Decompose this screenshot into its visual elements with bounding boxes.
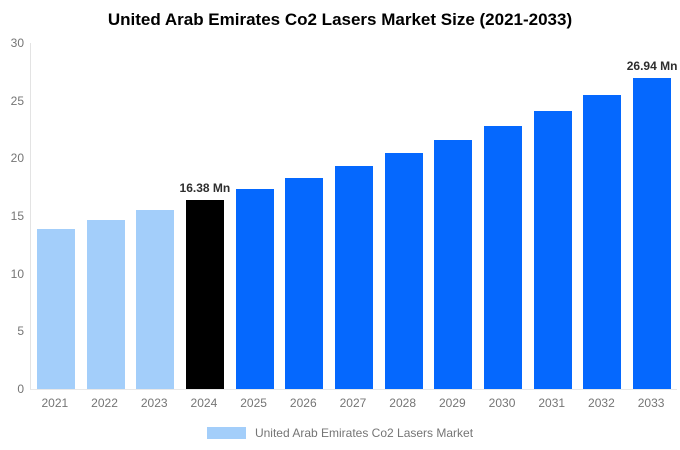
y-tick-label: 10: [10, 266, 24, 281]
bar-slot-2031: [528, 43, 578, 389]
x-tick-label-2022: 2022: [91, 396, 118, 410]
y-tick-label: 0: [17, 382, 24, 396]
bar-slot-2030: [478, 43, 528, 389]
bar-slot-2026: [279, 43, 329, 389]
y-tick-label: 30: [10, 36, 24, 50]
x-tick-label-2026: 2026: [289, 396, 317, 410]
bar-2022: [86, 219, 125, 389]
bar-slot-2029: [429, 43, 479, 389]
bar-2031: [533, 110, 572, 389]
x-tick-label-2028: 2028: [389, 396, 416, 410]
bar-slot-2021: [31, 43, 81, 389]
bars-row: 16.38 Mn 26.94 Mn: [31, 43, 677, 389]
value-label-2033: 26.94 Mn: [626, 59, 678, 74]
x-tick-label-2030: 2030: [488, 396, 516, 410]
y-tick-label: 5: [17, 324, 24, 339]
x-tick-label-2023: 2023: [140, 396, 168, 410]
bar-slot-2028: [379, 43, 429, 389]
bar-2024: [185, 200, 224, 389]
plot-area: 16.38 Mn 26.94 Mn: [30, 43, 677, 390]
legend-label: United Arab Emirates Co2 Lasers Market: [254, 426, 474, 440]
bar-2025: [235, 189, 274, 389]
bar-slot-2023: [130, 43, 180, 389]
y-tick-label: 25: [10, 93, 24, 108]
bar-2027: [334, 165, 373, 389]
bar-slot-2024: 16.38 Mn: [180, 43, 230, 389]
x-tick-label-2029: 2029: [438, 396, 466, 410]
bar-slot-2025: [230, 43, 280, 389]
bar-2028: [384, 153, 423, 389]
bar-slot-2022: [81, 43, 131, 389]
x-tick-label-2031: 2031: [538, 396, 566, 410]
x-tick-label-2027: 2027: [339, 396, 367, 410]
x-tick-label-2032: 2032: [588, 396, 615, 410]
x-tick-label-2021: 2021: [41, 396, 69, 410]
value-label-2024: 16.38 Mn: [179, 181, 231, 196]
bar-2032: [583, 94, 622, 389]
y-tick-label: 15: [10, 209, 24, 223]
x-tick-label-2025: 2025: [240, 396, 267, 410]
legend: United Arab Emirates Co2 Lasers Market: [0, 426, 680, 440]
x-axis: 2021 2022 2023 2024 2025 2026 2027 2028 2029 2030…: [30, 396, 676, 410]
x-tick-label-2033: 2033: [637, 396, 665, 410]
bar-slot-2033: 26.94 Mn: [627, 43, 677, 389]
bar-2023: [136, 210, 175, 389]
y-tick-label: 20: [10, 151, 24, 166]
bar-2030: [484, 125, 523, 389]
bar-2026: [285, 177, 324, 389]
bar-slot-2027: [329, 43, 379, 389]
bar-2021: [36, 229, 75, 389]
x-tick-label-2024: 2024: [190, 396, 218, 410]
bar-2033: [633, 78, 672, 389]
bar-2029: [434, 139, 473, 389]
bar-slot-2032: [578, 43, 628, 389]
chart-title: United Arab Emirates Co2 Lasers Market S…: [107, 10, 573, 29]
legend-swatch: [206, 427, 246, 439]
